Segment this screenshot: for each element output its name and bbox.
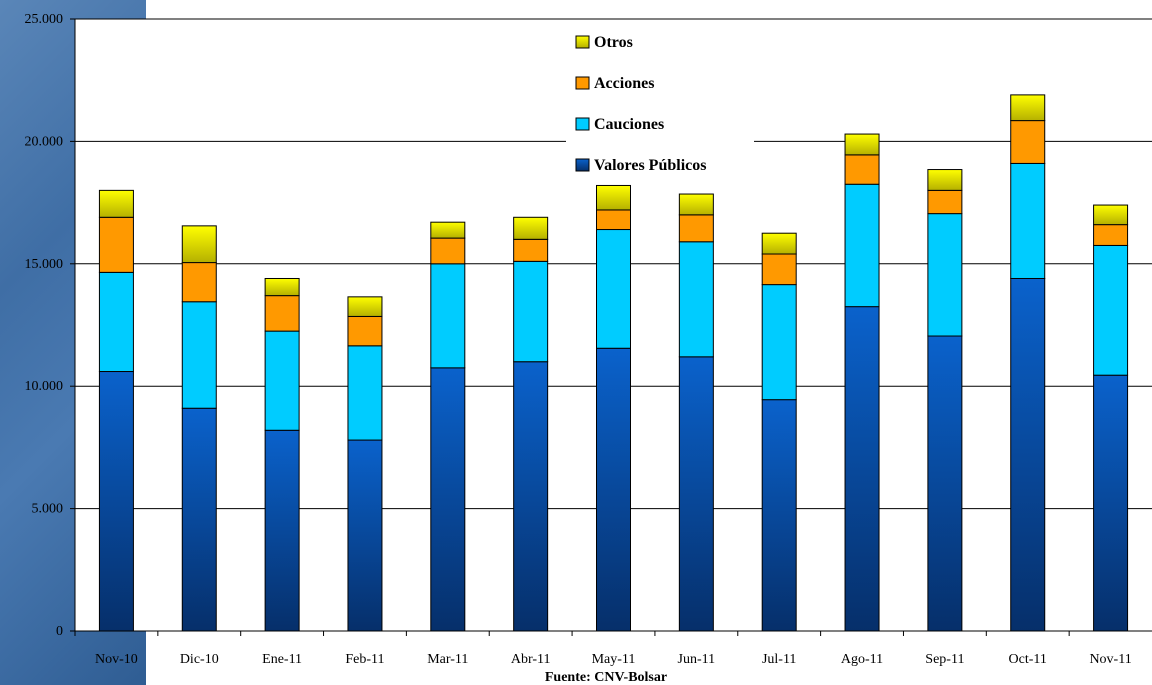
legend-swatch	[575, 158, 590, 172]
bar-segment	[1093, 204, 1129, 226]
bar-segment	[927, 213, 963, 337]
bar-segment	[761, 399, 797, 632]
bar-segment	[1010, 162, 1046, 279]
y-tick-label: 0	[56, 624, 63, 639]
bar-segment	[513, 238, 549, 262]
bar-segment	[761, 284, 797, 401]
bar-segment	[596, 184, 631, 211]
bar-segment	[430, 221, 466, 239]
y-tick-label: 5.000	[32, 502, 64, 517]
x-tick-label: Ene-11	[262, 652, 302, 667]
bar-segment	[430, 263, 466, 369]
bar-segment	[264, 277, 300, 297]
legend-box	[566, 28, 754, 184]
bar-segment	[927, 335, 963, 632]
bar-segment	[1010, 120, 1046, 164]
y-tick-label: 25.000	[25, 12, 64, 27]
bar-segment	[347, 315, 383, 347]
y-tick-label: 15.000	[25, 257, 64, 272]
bar-segment	[596, 347, 631, 632]
bar-segment	[761, 253, 797, 286]
bar-segment	[927, 189, 963, 215]
bar-segment	[347, 296, 383, 317]
x-tick-label: Jun-11	[678, 652, 716, 667]
legend-label: Valores Públicos	[594, 157, 706, 174]
bar-segment	[596, 229, 631, 349]
bar-segment	[98, 189, 134, 218]
bar-segment	[264, 295, 300, 332]
legend-label: Acciones	[594, 75, 654, 92]
bar-segment	[181, 262, 217, 303]
x-tick-label: Abr-11	[511, 652, 551, 667]
bar-segment	[1010, 277, 1046, 632]
y-tick-label: 10.000	[25, 379, 64, 394]
bar-segment	[98, 271, 134, 373]
bar-segment	[264, 330, 300, 431]
x-tick-label: Feb-11	[345, 652, 384, 667]
bar-segment	[513, 216, 549, 240]
bar-segment	[761, 232, 797, 255]
legend-swatch	[575, 35, 590, 49]
bar-segment	[347, 439, 383, 632]
legend-swatch	[575, 76, 590, 90]
bar-segment	[678, 241, 714, 358]
bar-segment	[844, 154, 880, 185]
x-tick-label: Sep-11	[925, 652, 964, 667]
x-tick-label: Nov-10	[95, 652, 138, 667]
x-tick-label: Jul-11	[762, 652, 796, 667]
bar-segment	[513, 260, 549, 363]
bar-segment	[844, 133, 880, 156]
source-note: Fuente: CNV-Bolsar	[545, 670, 667, 685]
bar-segment	[98, 371, 134, 632]
y-tick-label: 20.000	[25, 134, 64, 149]
bar-segment	[927, 169, 963, 191]
bar-segment	[430, 237, 466, 265]
bar-segment	[181, 407, 217, 632]
bar-segment	[347, 345, 383, 441]
bar-segment	[678, 193, 714, 216]
legend-swatch	[575, 117, 590, 131]
x-tick-label: Oct-11	[1009, 652, 1047, 667]
legend-label: Otros	[594, 34, 633, 51]
bar-segment	[844, 183, 880, 308]
x-tick-label: Nov-11	[1089, 652, 1131, 667]
bar-segment	[430, 367, 466, 632]
bar-segment	[513, 361, 549, 632]
legend: Otros Acciones Cauciones Valores Públicos	[566, 28, 754, 184]
bar-segment	[1093, 244, 1129, 376]
bar-segment	[181, 301, 217, 409]
bar-segment	[1093, 224, 1129, 246]
x-tick-label: Dic-10	[180, 652, 219, 667]
bars	[98, 94, 1129, 632]
bar-segment	[98, 216, 134, 273]
bar-segment	[678, 214, 714, 243]
x-tick-label: May-11	[592, 652, 636, 667]
bar-segment	[1010, 94, 1046, 122]
bar-segment	[264, 429, 300, 632]
x-tick-label: Ago-11	[841, 652, 883, 667]
legend-label: Cauciones	[594, 116, 664, 133]
bar-segment	[181, 225, 217, 264]
axes: 0 5.000 10.000 15.000 20.000 25.000 Nov-10 Dic-…	[25, 12, 1152, 667]
x-tick-label: Mar-11	[427, 652, 468, 667]
bar-segment	[596, 209, 631, 231]
bar-segment	[844, 306, 880, 632]
bar-segment	[678, 356, 714, 632]
bar-segment	[1093, 374, 1129, 632]
